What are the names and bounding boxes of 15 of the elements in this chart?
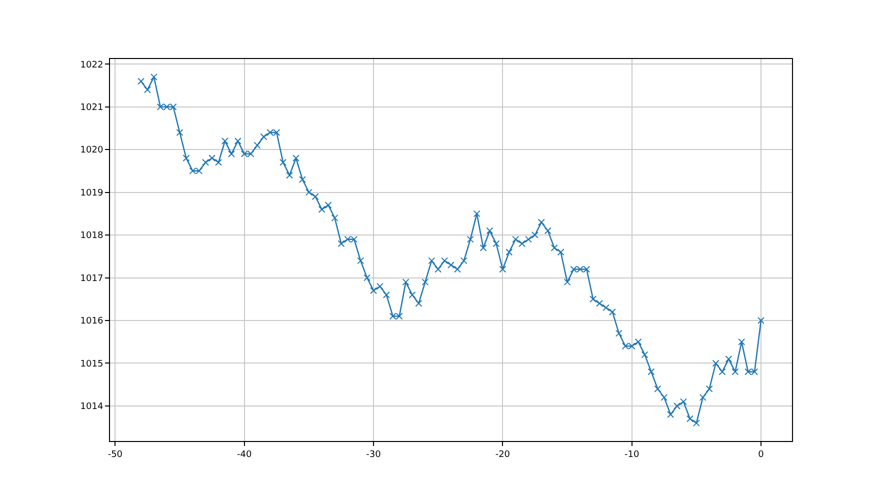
y-tick-label: 1018 bbox=[80, 231, 104, 242]
x-tick-label: -20 bbox=[495, 450, 510, 460]
y-tick-label: 1022 bbox=[80, 60, 104, 70]
x-tick-label: -30 bbox=[366, 450, 382, 460]
y-tick-label: 1017 bbox=[80, 274, 104, 284]
x-tick-label: -40 bbox=[236, 450, 252, 460]
y-tick-label: 1014 bbox=[80, 402, 104, 412]
y-tick-label: 1016 bbox=[80, 316, 104, 327]
y-tick-label: 1021 bbox=[80, 103, 104, 114]
y-tick-label: 1020 bbox=[80, 146, 104, 156]
y-tick-label: 1015 bbox=[80, 359, 104, 370]
x-tick-label: 0 bbox=[758, 450, 764, 460]
x-tick-label: -10 bbox=[624, 450, 640, 460]
y-tick-label: 1019 bbox=[80, 188, 104, 198]
x-tick-label: -50 bbox=[108, 450, 123, 460]
